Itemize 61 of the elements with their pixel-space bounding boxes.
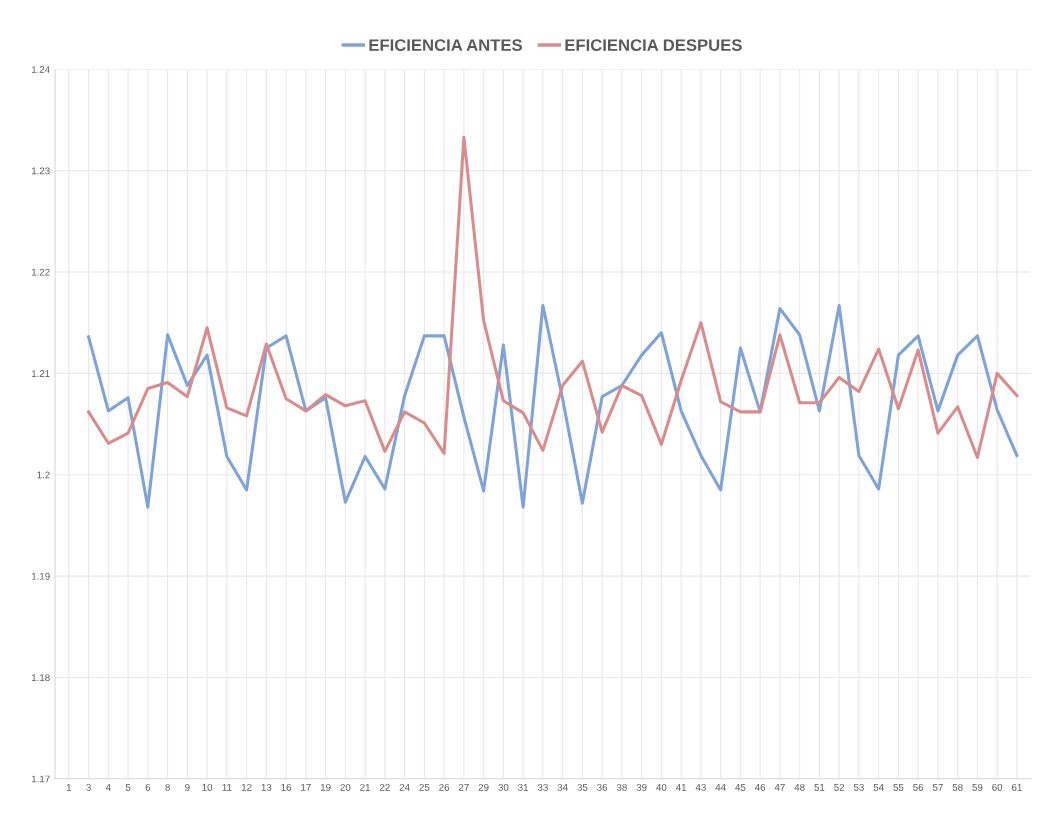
- y-tick-label: 1.24: [31, 66, 50, 73]
- x-tick-label: 20: [340, 783, 351, 791]
- x-tick-label: 1: [66, 784, 72, 791]
- x-tick-label: 56: [913, 783, 924, 791]
- x-tick-label: 26: [439, 783, 450, 791]
- x-tick-label: 29: [478, 783, 489, 791]
- x-tick-label: 52: [834, 783, 845, 791]
- x-tick-label: 12: [241, 783, 252, 791]
- x-tick-label: 30: [498, 783, 509, 791]
- x-tick-label: 33: [537, 783, 548, 791]
- x-tick-label: 35: [577, 783, 588, 791]
- x-tick-label: 10: [202, 783, 213, 791]
- y-tick-label: 1.18: [31, 674, 50, 682]
- y-tick-label: 1.23: [31, 167, 50, 175]
- y-tick-label: 1.17: [31, 775, 50, 783]
- x-tick-label: 44: [715, 784, 726, 791]
- x-tick-label: 34: [557, 783, 568, 791]
- legend-label: EFICIENCIA ANTES: [369, 39, 522, 52]
- x-tick-label: 5: [125, 784, 131, 791]
- x-tick-label: 38: [616, 783, 627, 791]
- x-tick-label: 4: [105, 784, 111, 791]
- line-series: [87, 303, 1019, 509]
- y-tick-label: 1.22: [31, 268, 50, 276]
- x-tick-label: 41: [675, 784, 687, 791]
- x-tick-label: 46: [754, 783, 766, 791]
- x-tick-label: 3: [86, 783, 91, 791]
- x-tick-label: 21: [360, 783, 371, 791]
- x-tick-label: 11: [222, 784, 232, 791]
- line-series: [87, 135, 1019, 460]
- x-tick-label: 47: [774, 784, 785, 791]
- x-tick-label: 16: [281, 783, 292, 791]
- x-tick-label: 24: [399, 783, 410, 791]
- x-tick-label: 17: [301, 784, 311, 791]
- x-tick-label: 54: [873, 784, 884, 791]
- x-tick-label: 55: [893, 784, 904, 791]
- x-tick-label: 61: [1012, 783, 1022, 791]
- x-tick-label: 22: [379, 783, 390, 791]
- x-tick-label: 8: [165, 783, 170, 791]
- x-tick-label: 25: [419, 783, 430, 791]
- x-tick-label: 13: [261, 783, 272, 791]
- x-tick-label: 58: [952, 783, 963, 791]
- x-tick-label: 36: [597, 783, 608, 791]
- legend-label: EFICIENCIA DESPUES: [565, 39, 742, 52]
- x-tick-label: 53: [853, 783, 864, 791]
- x-tick-label: 39: [636, 783, 647, 791]
- x-tick-label: 6: [145, 783, 151, 791]
- x-tick-label: 27: [458, 783, 469, 791]
- x-tick-label: 19: [320, 783, 331, 791]
- x-tick-label: 51: [814, 784, 825, 791]
- x-tick-label: 43: [695, 783, 706, 791]
- y-tick-label: 1.19: [31, 572, 50, 580]
- y-tick-label: 1.2: [37, 471, 50, 479]
- x-tick-label: 57: [932, 784, 943, 791]
- x-tick-label: 59: [972, 783, 983, 791]
- x-tick-label: 45: [735, 784, 746, 791]
- x-tick-label: 60: [992, 783, 1003, 791]
- x-tick-label: 48: [794, 783, 805, 791]
- x-tick-label: 31: [518, 783, 529, 791]
- x-tick-label: 40: [656, 783, 667, 791]
- x-tick-label: 9: [185, 783, 190, 791]
- y-tick-label: 1.21: [31, 370, 50, 377]
